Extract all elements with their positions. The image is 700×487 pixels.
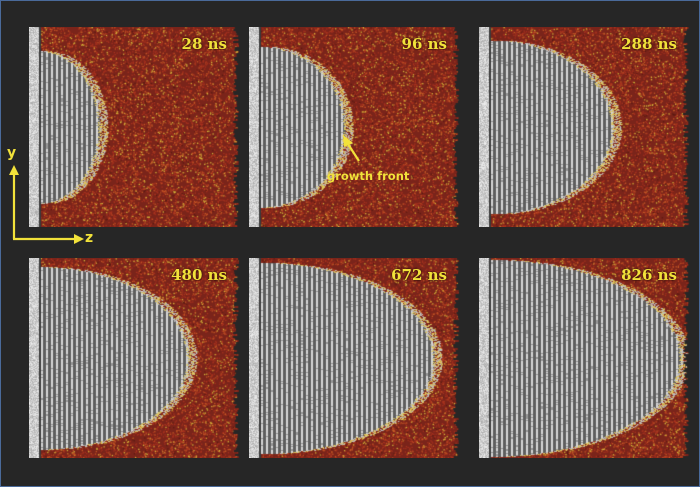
simulation-panel-2: 96 ns xyxy=(249,27,461,227)
simulation-panel-1: 28 ns xyxy=(29,27,241,227)
time-label: 672 ns xyxy=(391,266,447,284)
simulation-snapshot xyxy=(29,258,241,458)
simulation-panel-4: 480 ns xyxy=(29,258,241,458)
simulation-panel-6: 826 ns xyxy=(479,258,691,458)
z-axis-label: z xyxy=(85,230,94,246)
simulation-panel-5: 672 ns xyxy=(249,258,461,458)
time-label: 96 ns xyxy=(401,35,447,53)
simulation-panel-3: 288 ns xyxy=(479,27,691,227)
y-axis-label: y xyxy=(7,145,17,161)
simulation-snapshot xyxy=(249,258,461,458)
simulation-snapshot xyxy=(479,258,691,458)
time-label: 28 ns xyxy=(181,35,227,53)
time-label: 826 ns xyxy=(621,266,677,284)
simulation-snapshot xyxy=(249,27,461,227)
simulation-snapshot xyxy=(29,27,241,227)
growth-front-label: growth front xyxy=(327,169,410,183)
simulation-snapshot xyxy=(479,27,691,227)
time-label: 480 ns xyxy=(171,266,227,284)
time-label: 288 ns xyxy=(621,35,677,53)
